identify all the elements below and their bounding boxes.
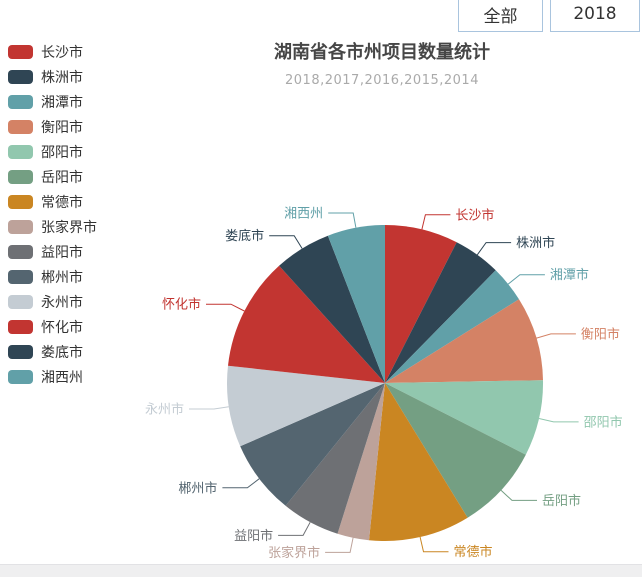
label-leader-line	[476, 242, 512, 256]
pie-slice-2[interactable]	[385, 270, 519, 383]
pie-slice-3[interactable]	[385, 299, 543, 383]
label-leader-line	[536, 333, 576, 339]
legend-swatch-icon	[8, 195, 33, 209]
legend-label: 郴州市	[41, 270, 83, 286]
legend-label: 永州市	[41, 295, 83, 311]
label-leader-line	[419, 536, 449, 553]
slice-label: 衡阳市	[581, 326, 620, 342]
legend-item-4[interactable]: 邵阳市	[8, 145, 97, 161]
legend-swatch-icon	[8, 295, 33, 309]
pie-slice-4[interactable]	[385, 380, 544, 455]
pie-slice-10[interactable]	[227, 365, 385, 447]
legend-label: 益阳市	[41, 245, 83, 261]
label-leader-line	[500, 489, 537, 501]
legend-item-0[interactable]: 长沙市	[8, 45, 97, 61]
legend-label: 衡阳市	[41, 120, 83, 136]
legend-swatch-icon	[8, 120, 33, 134]
legend-item-1[interactable]: 株洲市	[8, 70, 97, 86]
legend-label: 株洲市	[41, 70, 83, 86]
legend-swatch-icon	[8, 70, 33, 84]
legend-item-13[interactable]: 湘西州	[8, 370, 97, 386]
label-leader-line	[328, 212, 357, 228]
chart-legend: 长沙市株洲市湘潭市衡阳市邵阳市岳阳市常德市张家界市益阳市郴州市永州市怀化市娄底市…	[8, 45, 97, 395]
legend-label: 邵阳市	[41, 145, 83, 161]
slice-label: 岳阳市	[542, 493, 581, 509]
slice-label: 常德市	[454, 544, 493, 560]
legend-item-2[interactable]: 湘潭市	[8, 95, 97, 111]
label-leader-line	[222, 478, 260, 489]
pie-slice-9[interactable]	[240, 383, 385, 506]
legend-label: 怀化市	[41, 320, 83, 336]
legend-swatch-icon	[8, 270, 33, 284]
chart-title: 湖南省各市州项目数量统计	[274, 42, 490, 63]
slice-label: 湘潭市	[550, 267, 589, 283]
legend-item-6[interactable]: 常德市	[8, 195, 97, 211]
pie-slice-13[interactable]	[327, 225, 385, 383]
legend-item-10[interactable]: 永州市	[8, 295, 97, 311]
bottom-bar	[0, 564, 642, 577]
slice-label: 湘西州	[284, 207, 323, 222]
legend-label: 娄底市	[41, 345, 83, 361]
label-leader-line	[206, 303, 245, 312]
label-leader-line	[538, 418, 579, 423]
legend-item-12[interactable]: 娄底市	[8, 345, 97, 361]
legend-swatch-icon	[8, 45, 33, 59]
pie-slice-1[interactable]	[385, 242, 496, 383]
legend-label: 湘潭市	[41, 95, 83, 111]
label-leader-line	[421, 214, 451, 230]
legend-swatch-icon	[8, 145, 33, 159]
legend-label: 岳阳市	[41, 170, 83, 186]
label-leader-line	[278, 521, 311, 536]
legend-swatch-icon	[8, 370, 33, 384]
pie-slice-11[interactable]	[228, 265, 385, 383]
legend-label: 张家界市	[41, 220, 97, 236]
legend-swatch-icon	[8, 345, 33, 359]
slice-label: 张家界市	[268, 545, 320, 561]
legend-swatch-icon	[8, 95, 33, 109]
pie-slice-0[interactable]	[385, 225, 457, 383]
legend-label: 湘西州	[41, 370, 83, 386]
slice-label: 邵阳市	[584, 414, 623, 430]
legend-label: 常德市	[41, 195, 83, 211]
slice-label: 株洲市	[516, 235, 555, 251]
legend-item-7[interactable]: 张家界市	[8, 220, 97, 236]
legend-swatch-icon	[8, 220, 33, 234]
label-leader-line	[325, 537, 354, 553]
chart-subtitle: 2018,2017,2016,2015,2014	[285, 73, 479, 88]
pie-slice-5[interactable]	[385, 383, 526, 518]
slice-label: 郴州市	[178, 480, 217, 496]
legend-swatch-icon	[8, 170, 33, 184]
pie-slice-8[interactable]	[285, 383, 385, 534]
pie-slice-6[interactable]	[369, 383, 468, 542]
slice-label: 永州市	[145, 402, 184, 418]
legend-swatch-icon	[8, 320, 33, 334]
slice-label: 长沙市	[455, 207, 494, 223]
legend-label: 长沙市	[41, 45, 83, 61]
slice-label: 怀化市	[162, 297, 201, 313]
label-leader-line	[269, 235, 303, 249]
slice-label: 娄底市	[225, 228, 264, 244]
legend-item-3[interactable]: 衡阳市	[8, 120, 97, 136]
legend-swatch-icon	[8, 245, 33, 259]
filter-all-button[interactable]: 全部	[458, 0, 543, 32]
pie-slice-7[interactable]	[337, 383, 386, 541]
pie-slice-12[interactable]	[279, 235, 385, 383]
chart-title-block: 湖南省各市州项目数量统计 2018,2017,2016,2015,2014	[274, 38, 490, 88]
label-leader-line	[189, 406, 229, 410]
slice-label: 益阳市	[234, 528, 273, 544]
legend-item-8[interactable]: 益阳市	[8, 245, 97, 261]
legend-item-9[interactable]: 郴州市	[8, 270, 97, 286]
legend-item-5[interactable]: 岳阳市	[8, 170, 97, 186]
label-leader-line	[507, 274, 545, 285]
filter-year-2018-button[interactable]: 2018	[550, 0, 640, 32]
legend-item-11[interactable]: 怀化市	[8, 320, 97, 336]
